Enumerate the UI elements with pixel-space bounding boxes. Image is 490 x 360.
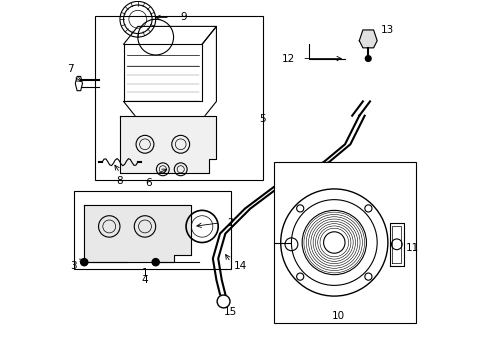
Circle shape bbox=[296, 273, 304, 280]
Text: 12: 12 bbox=[282, 54, 295, 64]
Text: 14: 14 bbox=[234, 261, 247, 271]
Text: 11: 11 bbox=[406, 243, 419, 253]
Bar bbox=[95, 16, 263, 180]
Circle shape bbox=[296, 205, 304, 212]
Text: 1: 1 bbox=[142, 268, 148, 278]
Text: 5: 5 bbox=[259, 114, 266, 124]
Text: 8: 8 bbox=[117, 176, 123, 186]
Text: 6: 6 bbox=[145, 178, 152, 188]
Text: 13: 13 bbox=[381, 25, 394, 35]
Circle shape bbox=[365, 205, 372, 212]
Text: 3: 3 bbox=[70, 261, 77, 271]
Circle shape bbox=[81, 258, 88, 266]
Text: 10: 10 bbox=[331, 311, 344, 321]
Text: 9: 9 bbox=[181, 13, 187, 22]
Circle shape bbox=[366, 56, 371, 62]
Polygon shape bbox=[84, 205, 192, 262]
Polygon shape bbox=[359, 30, 377, 48]
Circle shape bbox=[365, 273, 372, 280]
Text: 15: 15 bbox=[224, 307, 237, 317]
Circle shape bbox=[152, 258, 159, 266]
Polygon shape bbox=[120, 116, 217, 173]
Bar bbox=[273, 162, 416, 323]
Bar bbox=[74, 191, 231, 269]
Text: 2: 2 bbox=[227, 218, 234, 228]
Text: 4: 4 bbox=[142, 275, 148, 285]
Text: 7: 7 bbox=[67, 64, 74, 74]
